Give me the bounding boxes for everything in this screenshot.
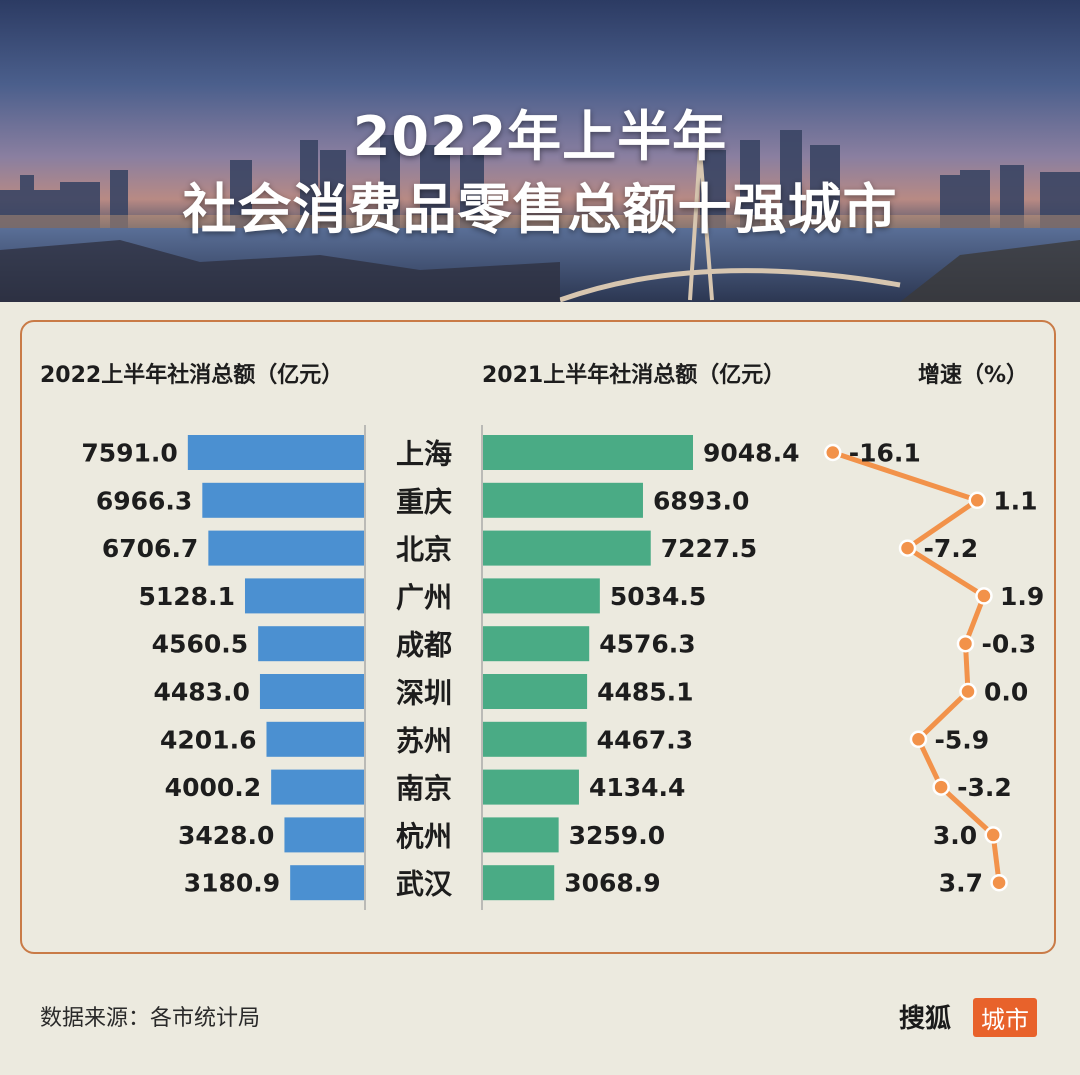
value-label-2022: 3180.9	[184, 869, 280, 898]
value-label-2021: 7227.5	[661, 534, 757, 563]
city-skyline-image	[0, 130, 1080, 302]
growth-label: 0.0	[984, 678, 1028, 707]
category-label: 南京	[396, 772, 452, 805]
value-label-2022: 3428.0	[178, 821, 274, 850]
category-label: 北京	[396, 533, 452, 566]
growth-point	[968, 491, 986, 510]
value-label-2022: 7591.0	[81, 439, 177, 468]
bar-2021	[483, 626, 590, 662]
value-label-2021: 6893.0	[653, 486, 749, 515]
growth-label: 3.0	[933, 821, 977, 850]
growth-label: -7.2	[924, 534, 979, 563]
growth-label: 3.7	[939, 869, 983, 898]
growth-point	[824, 443, 842, 462]
bar-2022	[290, 865, 364, 901]
page-title-line2: 社会消费品零售总额十强城市	[182, 178, 898, 241]
value-label-2022: 4560.5	[152, 630, 248, 659]
value-label-2021: 3259.0	[569, 821, 665, 850]
bar-2022	[259, 674, 364, 709]
growth-point	[932, 778, 950, 796]
brand-logo-name: 搜狐	[899, 1004, 952, 1034]
chart-panel	[20, 320, 1056, 954]
category-label: 重庆	[396, 485, 452, 518]
header-growth-rate: 增速（%）	[918, 363, 1029, 388]
bar-2021	[483, 578, 600, 614]
value-label-2021: 4467.3	[597, 725, 693, 754]
value-label-2021: 4576.3	[599, 630, 695, 659]
bar-2021	[483, 721, 587, 757]
growth-label: 1.1	[993, 486, 1037, 515]
bar-2022	[284, 817, 364, 853]
bar-2022	[258, 626, 364, 662]
growth-line	[831, 450, 1002, 884]
value-label-2022: 6706.7	[102, 534, 198, 563]
page-title-line1: 2022年上半年	[352, 105, 728, 168]
growth-label: -16.1	[849, 439, 921, 468]
growth-point	[984, 826, 1002, 844]
bar-2021	[483, 482, 643, 518]
bar-2021	[483, 817, 559, 853]
value-label-2022: 4000.2	[165, 773, 261, 802]
growth-point	[975, 587, 993, 605]
category-label: 深圳	[396, 677, 452, 710]
growth-point	[956, 634, 975, 653]
header-2022-total: 2022上半年社消总额（亿元）	[40, 363, 344, 388]
growth-label: -3.2	[957, 773, 1012, 802]
category-label: 苏州	[396, 724, 452, 757]
value-label-2022: 5128.1	[139, 582, 235, 611]
bar-2022	[187, 435, 364, 470]
growth-label: -5.9	[934, 725, 989, 754]
growth-label: 1.9	[1000, 582, 1044, 611]
growth-point	[909, 730, 928, 749]
brand-logo-tag: 城市	[973, 998, 1037, 1037]
bar-2021	[483, 530, 651, 566]
bar-2021	[483, 769, 579, 805]
value-label-2022: 6966.3	[96, 486, 192, 515]
bar-2022	[266, 721, 364, 757]
value-label-2022: 4483.0	[153, 678, 249, 707]
bar-2021	[483, 674, 588, 709]
bar-2022	[244, 578, 364, 614]
bar-2021	[483, 865, 555, 901]
bar-2022	[271, 769, 364, 805]
growth-point	[959, 682, 977, 701]
bar-2021	[483, 435, 693, 470]
growth-point	[990, 873, 1008, 892]
header-banner: 2022年上半年 社会消费品零售总额十强城市	[0, 0, 1080, 302]
value-label-2021: 3068.9	[564, 869, 660, 898]
value-label-2021: 9048.4	[703, 439, 799, 468]
bar-2022	[202, 482, 364, 518]
category-label: 上海	[396, 438, 452, 471]
header-2021-total: 2021上半年社消总额（亿元）	[482, 363, 786, 388]
category-label: 武汉	[396, 868, 453, 901]
category-label: 广州	[396, 581, 452, 614]
data-source: 数据来源：各市统计局	[40, 1006, 261, 1031]
bar-2022	[208, 530, 364, 566]
value-label-2022: 4201.6	[160, 725, 256, 754]
category-label: 成都	[396, 629, 452, 662]
growth-point	[898, 539, 917, 557]
value-label-2021: 5034.5	[610, 582, 706, 611]
growth-label: -0.3	[981, 630, 1036, 659]
category-label: 杭州	[396, 820, 452, 853]
value-label-2021: 4485.1	[597, 678, 693, 707]
value-label-2021: 4134.4	[589, 773, 685, 802]
